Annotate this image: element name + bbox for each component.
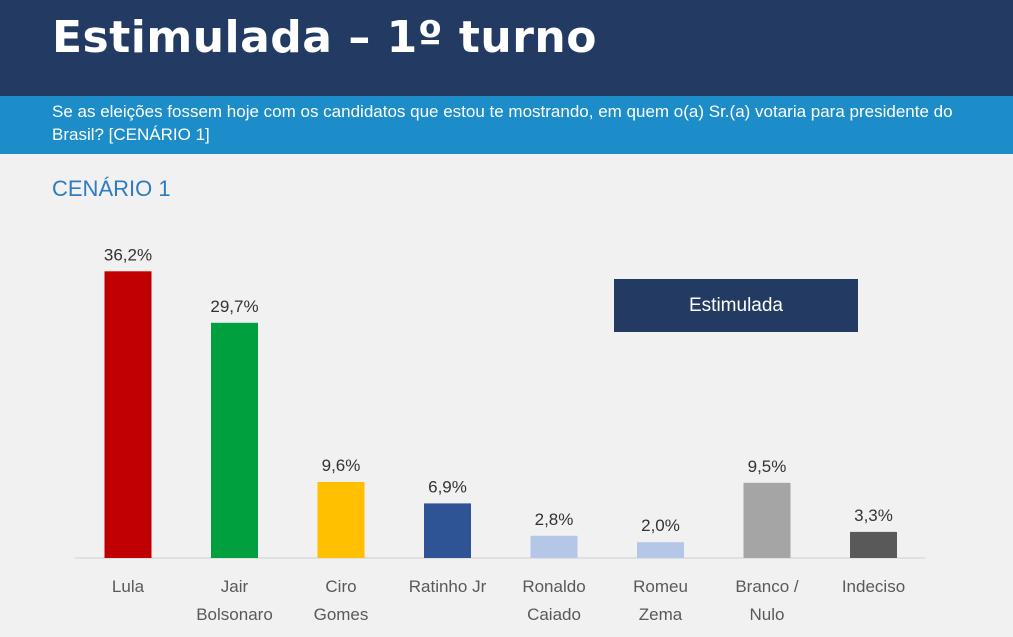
category-label: Lula bbox=[112, 577, 145, 596]
category-label: Indeciso bbox=[842, 577, 905, 596]
bar bbox=[317, 482, 365, 558]
data-label: 9,6% bbox=[322, 456, 361, 475]
data-label: 6,9% bbox=[428, 477, 467, 496]
data-label: 29,7% bbox=[210, 297, 258, 316]
data-label: 2,0% bbox=[641, 516, 680, 535]
category-label: Branco / bbox=[735, 577, 799, 596]
category-label: Ciro bbox=[325, 577, 356, 596]
category-label: Ronaldo bbox=[522, 577, 585, 596]
question-text: Se as eleições fossem hoje com os candid… bbox=[52, 102, 953, 144]
bar bbox=[424, 503, 471, 558]
header-bar: Estimulada – 1º turno bbox=[0, 0, 1013, 96]
scenario-label: CENÁRIO 1 bbox=[52, 176, 171, 201]
category-label: Romeu bbox=[633, 577, 688, 596]
category-label: Ratinho Jr bbox=[409, 577, 487, 596]
data-label: 3,3% bbox=[854, 506, 893, 525]
bar bbox=[530, 535, 578, 558]
category-label: Nulo bbox=[750, 605, 785, 624]
legend-label: Estimulada bbox=[689, 294, 783, 316]
category-label: Jair bbox=[221, 577, 249, 596]
category-label: Caiado bbox=[527, 605, 581, 624]
bar bbox=[104, 271, 152, 558]
data-label: 9,5% bbox=[748, 457, 787, 476]
category-label: Bolsonaro bbox=[196, 605, 273, 624]
page-title: Estimulada – 1º turno bbox=[52, 12, 597, 63]
question-bar: Se as eleições fossem hoje com os candid… bbox=[0, 96, 1013, 154]
bar bbox=[743, 482, 791, 558]
category-label: Zema bbox=[639, 605, 683, 624]
category-label: Gomes bbox=[314, 605, 369, 624]
bar bbox=[850, 531, 897, 558]
data-label: 2,8% bbox=[535, 510, 574, 529]
bar bbox=[211, 322, 258, 558]
legend-entry: Estimulada bbox=[614, 279, 858, 332]
bar bbox=[637, 542, 684, 558]
data-label: 36,2% bbox=[104, 245, 152, 264]
